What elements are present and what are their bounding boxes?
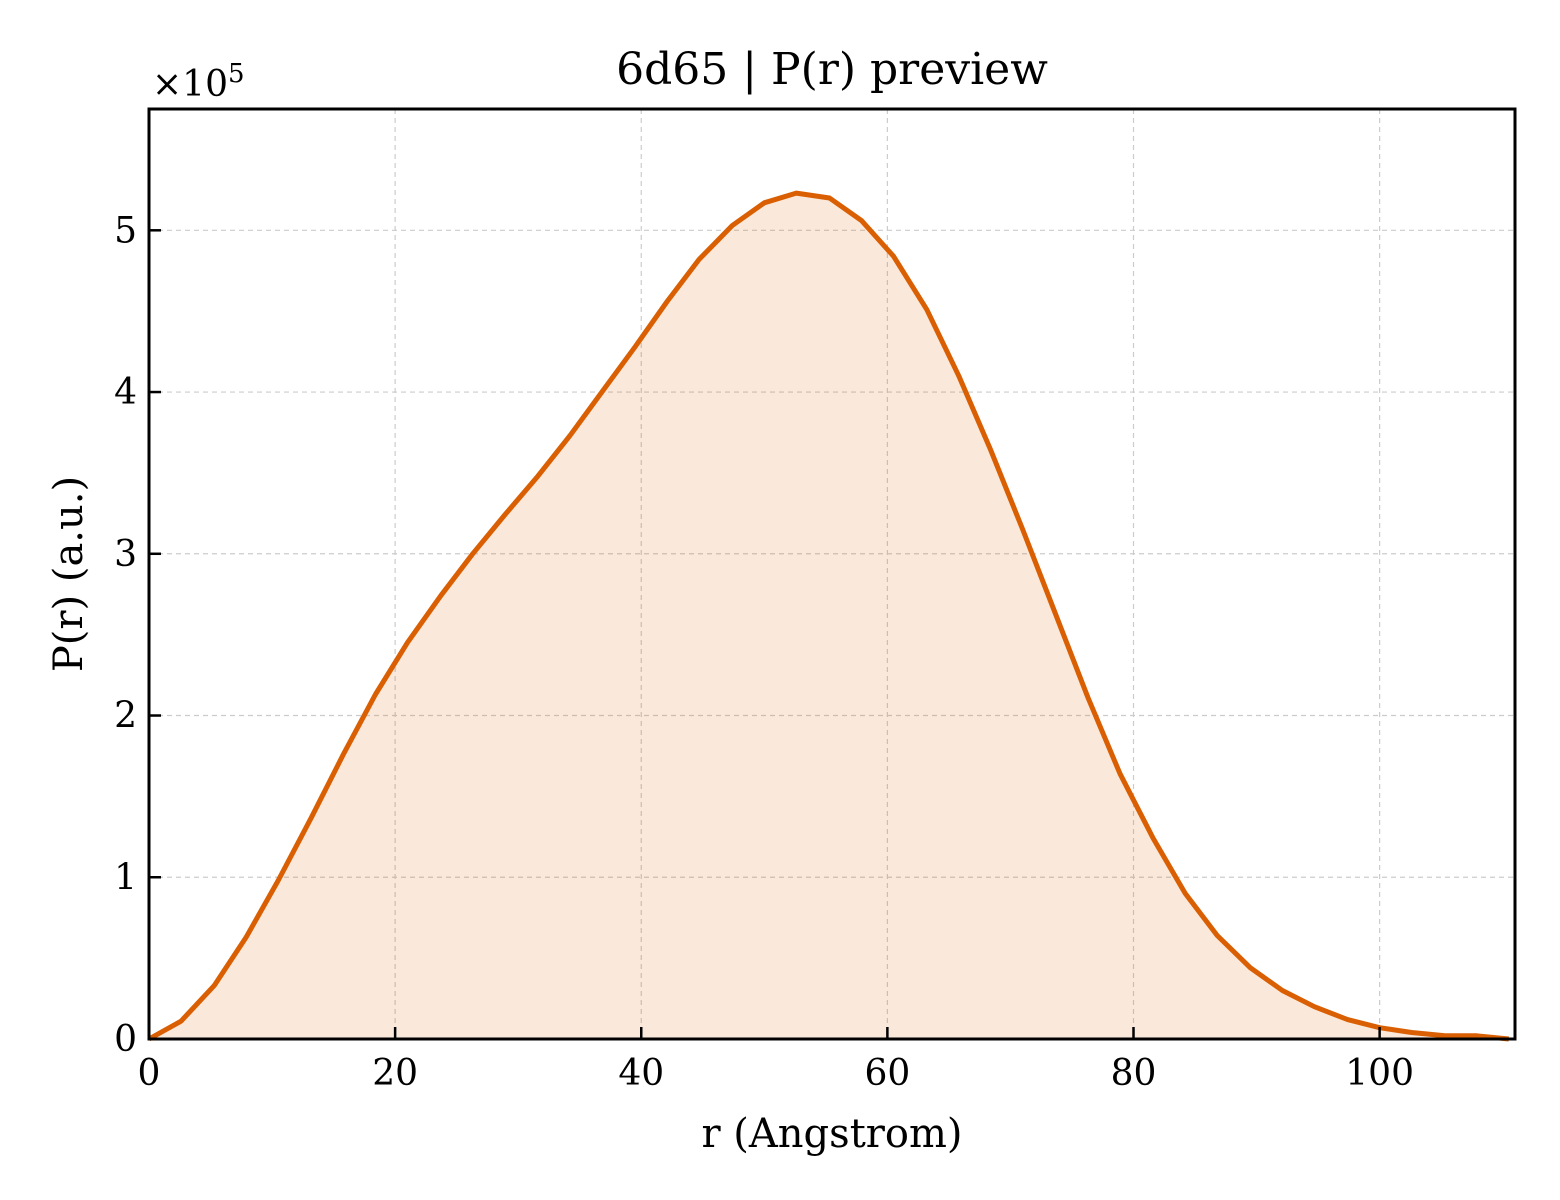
chart-title: 6d65 | P(r) preview: [616, 44, 1048, 95]
tick-labels: 0 20 40 60 80 100 0 1 2 3 4 5: [114, 210, 1414, 1094]
y-axis-label: P(r) (a.u.): [46, 476, 92, 672]
plot-frame: [147, 107, 1517, 1041]
y-tick-label: 5: [114, 210, 137, 251]
y-tick-label: 4: [114, 372, 137, 413]
grid-lines: [149, 109, 1515, 1039]
x-tick-label: 100: [1345, 1053, 1414, 1094]
y-axis-multiplier: ×105: [152, 59, 245, 105]
y-tick-label: 1: [114, 857, 137, 898]
y-multiplier-exponent: 5: [228, 59, 245, 89]
y-multiplier-base: ×10: [152, 64, 228, 105]
x-tick-label: 80: [1111, 1053, 1157, 1094]
x-tick-label: 60: [864, 1053, 910, 1094]
y-tick-label: 2: [114, 696, 137, 737]
x-tick-label: 40: [618, 1053, 664, 1094]
y-tick-label: 0: [114, 1019, 137, 1060]
x-tick-label: 0: [138, 1053, 161, 1094]
y-tick-label: 3: [114, 534, 137, 575]
x-tick-label: 20: [372, 1053, 418, 1094]
data-line: [147, 190, 1510, 1042]
x-axis-label: r (Angstrom): [701, 1111, 962, 1157]
area-fill: [149, 193, 1509, 1040]
